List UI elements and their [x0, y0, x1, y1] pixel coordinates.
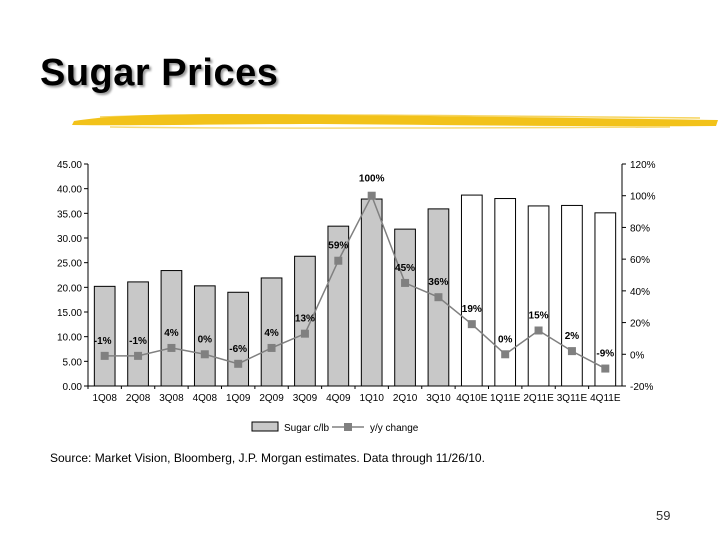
- yoy-data-label: 36%: [428, 277, 448, 288]
- bar: [127, 281, 149, 387]
- right-tick-label: 60%: [630, 255, 650, 266]
- legend-marker-swatch: [344, 423, 352, 431]
- x-tick-label: 3Q11E: [557, 393, 588, 404]
- legend-label: Sugar c/lb: [284, 423, 329, 434]
- yoy-point: [367, 191, 376, 200]
- yoy-data-label: 0%: [498, 334, 513, 345]
- x-tick-label: 4Q11E: [590, 393, 621, 404]
- left-tick-label: 30.00: [57, 234, 82, 245]
- yoy-point: [100, 351, 109, 360]
- yoy-point: [134, 351, 143, 360]
- yoy-data-label: 59%: [328, 241, 348, 252]
- left-y-axis: 0.00 5.00 10.00 15.00 20.00 25.00 30.00 35.00 40…: [57, 160, 89, 393]
- sugar-price-chart: 0.00 5.00 10.00 15.00 20.00 25.00 30.00 35.00 40…: [57, 160, 656, 434]
- left-tick-label: 10.00: [57, 333, 82, 344]
- x-tick-label: 2Q08: [126, 393, 151, 404]
- right-tick-label: 0%: [630, 350, 645, 361]
- right-tick-label: -20%: [630, 382, 653, 393]
- x-tick-label: 3Q09: [293, 393, 318, 404]
- bar: [460, 194, 483, 387]
- yoy-data-label: 45%: [395, 263, 415, 274]
- yoy-point: [601, 364, 610, 373]
- right-tick-label: 40%: [630, 287, 650, 298]
- yoy-point: [434, 293, 443, 302]
- legend: Sugar c/lb y/y change: [251, 421, 419, 434]
- yoy-data-label: 0%: [198, 334, 213, 345]
- x-tick-label: 2Q11E: [523, 393, 554, 404]
- x-tick-label: 3Q10: [426, 393, 451, 404]
- x-tick-label: 3Q08: [159, 393, 184, 404]
- bar: [360, 198, 383, 387]
- yoy-point: [234, 359, 243, 368]
- yoy-point: [567, 347, 576, 356]
- left-tick-label: 25.00: [57, 259, 82, 270]
- x-tick-label: 4Q09: [326, 393, 351, 404]
- bar: [594, 212, 617, 387]
- legend-label: y/y change: [370, 423, 419, 434]
- right-tick-label: 20%: [630, 319, 650, 330]
- yoy-point: [300, 329, 309, 338]
- x-tick-label: 4Q08: [193, 393, 218, 404]
- slide-title: Sugar Prices: [40, 52, 279, 94]
- x-tick-label: 1Q08: [92, 393, 117, 404]
- title-brush-underline: [72, 114, 718, 129]
- source-note: Source: Market Vision, Bloomberg, J.P. M…: [50, 451, 485, 465]
- bar: [394, 228, 416, 387]
- right-tick-label: 100%: [630, 192, 656, 203]
- yoy-data-label: -1%: [129, 336, 147, 347]
- x-tick-label: 4Q10E: [456, 393, 487, 404]
- yoy-data-label: -6%: [229, 344, 247, 355]
- page-number: 59: [656, 508, 671, 523]
- yoy-data-label: 4%: [264, 328, 279, 339]
- left-tick-label: 5.00: [63, 357, 83, 368]
- left-tick-label: 20.00: [57, 283, 82, 294]
- right-tick-label: 80%: [630, 223, 650, 234]
- left-tick-label: 45.00: [57, 160, 82, 171]
- yoy-point: [534, 326, 543, 335]
- yoy-point: [200, 350, 209, 359]
- legend-bar-swatch: [251, 421, 279, 432]
- yoy-point: [167, 343, 176, 352]
- right-y-axis: -20% 0% 20% 40% 60% 80% 100% 120%: [621, 160, 656, 393]
- bar-series: [93, 194, 617, 387]
- left-tick-label: 15.00: [57, 308, 82, 319]
- x-tick-label: 2Q10: [393, 393, 418, 404]
- yoy-data-label: 2%: [565, 331, 580, 342]
- bar: [561, 204, 583, 387]
- x-tick-label: 1Q10: [359, 393, 384, 404]
- yoy-point: [401, 278, 410, 287]
- x-tick-label: 1Q09: [226, 393, 251, 404]
- yoy-point: [501, 350, 510, 359]
- yoy-point: [267, 343, 276, 352]
- yoy-data-label: 15%: [529, 311, 549, 322]
- yoy-data-label: 19%: [462, 304, 482, 315]
- x-tick-label: 1Q11E: [490, 393, 521, 404]
- yoy-data-label: 13%: [295, 314, 315, 325]
- yoy-data-label: 100%: [359, 174, 385, 185]
- yoy-point: [467, 320, 476, 329]
- yoy-line: [104, 193, 606, 370]
- left-tick-label: 40.00: [57, 185, 82, 196]
- bar: [227, 291, 250, 387]
- x-tick-label: 2Q09: [259, 393, 284, 404]
- yoy-point: [334, 256, 343, 265]
- bar: [527, 205, 550, 387]
- yoy-data-label: -9%: [596, 349, 614, 360]
- x-axis: 1Q08 2Q08 3Q08 4Q08 1Q09 2Q09 3Q09 4Q09 1Q10 2Q10…: [87, 385, 622, 404]
- left-tick-label: 35.00: [57, 209, 82, 220]
- line-series: -1% -1% 4% 0% -6% 4% 13% 59% 100% 45% 36% 19% 0% 15% 2…: [94, 174, 614, 373]
- right-tick-label: 120%: [630, 160, 656, 171]
- yoy-data-label: 4%: [164, 328, 179, 339]
- left-tick-label: 0.00: [63, 382, 83, 393]
- yoy-data-label: -1%: [94, 336, 112, 347]
